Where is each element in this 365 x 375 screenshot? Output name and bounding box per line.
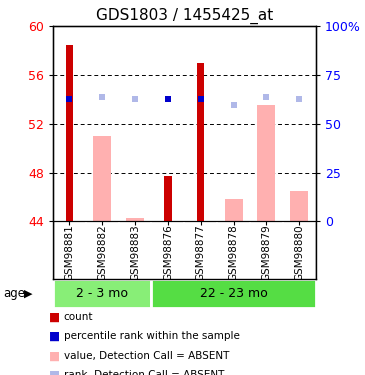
Text: GSM98877: GSM98877 (196, 224, 206, 281)
Bar (151, 279, 316, 308)
Text: rank, Detection Call = ABSENT: rank, Detection Call = ABSENT (64, 370, 224, 375)
Bar (197, 63, 204, 221)
Text: GSM98880: GSM98880 (294, 224, 304, 281)
Bar (290, 191, 308, 221)
Text: ▶: ▶ (24, 288, 32, 298)
Text: count: count (64, 312, 93, 322)
Text: ■: ■ (49, 310, 60, 323)
Text: GSM98882: GSM98882 (97, 224, 107, 281)
Text: 22 - 23 mo: 22 - 23 mo (200, 287, 268, 300)
Text: 2 - 3 mo: 2 - 3 mo (76, 287, 128, 300)
Bar (53, 279, 151, 308)
Text: GSM98879: GSM98879 (261, 224, 272, 281)
Bar (93, 136, 111, 221)
Bar (224, 200, 243, 221)
Title: GDS1803 / 1455425_at: GDS1803 / 1455425_at (96, 7, 273, 24)
Text: GSM98876: GSM98876 (163, 224, 173, 281)
Text: ■: ■ (49, 369, 60, 375)
Bar (164, 176, 172, 221)
Text: ■: ■ (49, 330, 60, 343)
Bar (257, 105, 276, 221)
Bar (66, 45, 73, 221)
Text: age: age (4, 287, 26, 300)
Text: GSM98878: GSM98878 (228, 224, 239, 281)
Text: percentile rank within the sample: percentile rank within the sample (64, 332, 240, 341)
Text: ■: ■ (49, 350, 60, 362)
Text: GSM98883: GSM98883 (130, 224, 140, 281)
Bar (126, 217, 144, 221)
Text: value, Detection Call = ABSENT: value, Detection Call = ABSENT (64, 351, 229, 361)
Text: GSM98881: GSM98881 (64, 224, 74, 281)
